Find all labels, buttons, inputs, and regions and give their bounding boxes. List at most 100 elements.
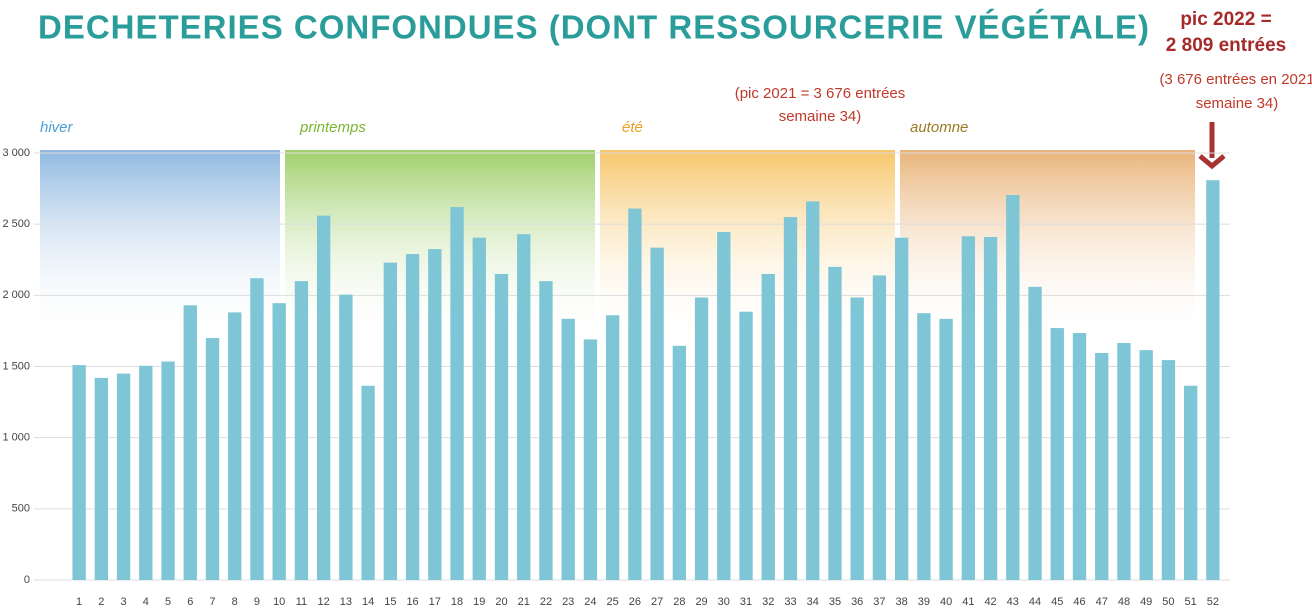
bar xyxy=(428,249,442,580)
bar xyxy=(1139,350,1153,580)
annotation: (3 676 entrées en 2021 xyxy=(1159,71,1312,88)
y-tick-label: 0 xyxy=(24,574,30,586)
bar xyxy=(139,365,153,580)
x-tick-label: 35 xyxy=(829,596,841,608)
annotation: semaine 34) xyxy=(779,108,862,125)
bar xyxy=(472,237,486,580)
bar xyxy=(383,262,398,580)
bar xyxy=(605,315,620,580)
bar xyxy=(294,281,309,580)
x-tick-label: 5 xyxy=(165,596,171,608)
x-tick-label: 20 xyxy=(495,596,507,608)
x-tick-label: 29 xyxy=(695,596,707,608)
season-label: printemps xyxy=(299,119,366,136)
arrow-head xyxy=(1198,154,1226,170)
bar xyxy=(717,231,731,580)
x-tick-label: 8 xyxy=(232,596,238,608)
x-tick-label: 44 xyxy=(1029,596,1041,608)
bar xyxy=(161,361,175,580)
x-tick-label: 40 xyxy=(940,596,952,608)
season-backgrounds xyxy=(40,150,1195,340)
x-tick-label: 47 xyxy=(1096,596,1108,608)
y-tick-label: 1 500 xyxy=(2,360,30,372)
x-tick-label: 33 xyxy=(784,596,796,608)
summer-bg xyxy=(600,150,895,340)
bar xyxy=(116,373,131,580)
bar xyxy=(694,297,709,580)
x-tick-label: 9 xyxy=(254,596,260,608)
season-label: automne xyxy=(910,119,968,136)
annotation: pic 2022 = xyxy=(1180,9,1271,30)
bar xyxy=(917,313,931,580)
annotation: 2 809 entrées xyxy=(1166,35,1286,56)
bar xyxy=(961,236,976,580)
bar xyxy=(450,207,464,580)
x-tick-label: 15 xyxy=(384,596,396,608)
x-tick-label: 45 xyxy=(1051,596,1063,608)
x-tick-label: 52 xyxy=(1207,596,1219,608)
autumn-bg xyxy=(900,150,1195,340)
bar xyxy=(1072,333,1087,580)
bar xyxy=(983,236,998,580)
bar xyxy=(205,338,220,580)
chart-title: DECHETERIES CONFONDUES (DONT RESSOURCERI… xyxy=(38,9,1150,46)
bar xyxy=(183,305,197,580)
bar xyxy=(1095,352,1109,580)
bar xyxy=(94,377,109,580)
x-tick-label: 16 xyxy=(406,596,418,608)
bar xyxy=(783,217,798,581)
x-tick-label: 17 xyxy=(429,596,441,608)
season-label: été xyxy=(622,119,643,136)
x-tick-label: 22 xyxy=(540,596,552,608)
annotation: semaine 34) xyxy=(1196,95,1279,112)
bar xyxy=(1050,328,1064,580)
x-tick-label: 51 xyxy=(1185,596,1197,608)
x-tick-label: 11 xyxy=(296,596,307,608)
x-tick-label: 7 xyxy=(209,596,215,608)
x-tick-label: 18 xyxy=(451,596,463,608)
bar xyxy=(1161,360,1176,580)
bar xyxy=(250,278,264,580)
x-tick-label: 41 xyxy=(962,596,974,608)
y-tick-label: 3 000 xyxy=(2,147,30,159)
x-tick-label: 27 xyxy=(651,596,663,608)
x-tick-label: 4 xyxy=(143,596,149,608)
bar xyxy=(405,254,420,580)
x-tick-label: 39 xyxy=(918,596,930,608)
x-tick-label: 24 xyxy=(584,596,596,608)
bar xyxy=(872,275,887,580)
x-tick-label: 26 xyxy=(629,596,641,608)
bar xyxy=(316,215,331,581)
x-tick-label: 12 xyxy=(318,596,330,608)
bar xyxy=(850,297,864,580)
bar xyxy=(672,345,687,580)
y-tick-label: 2 000 xyxy=(2,289,30,301)
bar xyxy=(561,318,575,580)
bar xyxy=(72,365,86,580)
x-tick-label: 21 xyxy=(518,596,530,608)
winter-bg xyxy=(40,150,280,340)
x-tick-label: 28 xyxy=(673,596,685,608)
x-tick-label: 43 xyxy=(1007,596,1019,608)
bar xyxy=(1183,385,1198,580)
annotation: (pic 2021 = 3 676 entrées xyxy=(735,85,906,102)
y-tick-label: 500 xyxy=(12,503,30,515)
x-tick-label: 50 xyxy=(1162,596,1174,608)
x-tick-label: 49 xyxy=(1140,596,1152,608)
x-tick-label: 3 xyxy=(121,596,127,608)
x-tick-label: 2 xyxy=(98,596,104,608)
arrow xyxy=(1198,122,1226,170)
season-label: hiver xyxy=(40,119,74,136)
x-tick-label: 36 xyxy=(851,596,863,608)
y-tick-label: 2 500 xyxy=(2,218,30,230)
x-tick-label: 1 xyxy=(76,596,82,608)
bar xyxy=(272,303,286,580)
x-tick-label: 32 xyxy=(762,596,774,608)
bar xyxy=(228,312,242,580)
bar xyxy=(1006,194,1020,580)
y-tick-label: 1 000 xyxy=(2,432,30,444)
x-tick-label: 14 xyxy=(362,596,374,608)
bar xyxy=(1117,343,1131,580)
x-tick-label: 46 xyxy=(1073,596,1085,608)
